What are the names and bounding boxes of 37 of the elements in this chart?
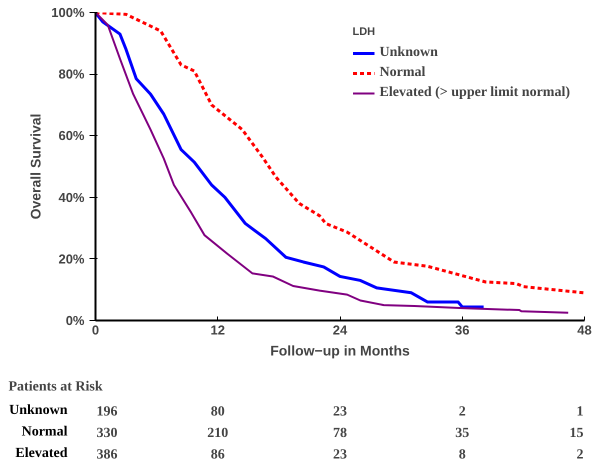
text: 78 (333, 426, 347, 441)
text: 2 (458, 404, 466, 420)
y-tick-label: 60% (58, 128, 85, 144)
text: Elevated (15, 446, 68, 462)
text: Unknown (9, 402, 68, 418)
y-tick-label: 40% (58, 190, 85, 205)
y-tick-label: 100% (51, 5, 85, 20)
text: 35 (455, 426, 470, 441)
text: 8 (458, 448, 466, 463)
text: 23 (333, 448, 347, 463)
x-tick-label: 24 (332, 322, 348, 338)
y-tick-label: 0% (66, 313, 85, 328)
text: 386 (96, 448, 118, 463)
y-axis-title: Overall Survival (27, 114, 44, 220)
legend-label: Unknown (380, 45, 438, 61)
line-series (96, 12, 486, 308)
x-tick-label: 12 (210, 322, 225, 338)
text: 2 (576, 448, 584, 463)
legend-title: LDH (352, 26, 376, 38)
legend-label: Elevated (> upper limit normal) (380, 85, 570, 101)
text: 15 (570, 426, 584, 441)
text: 330 (96, 426, 118, 441)
text: 23 (333, 404, 347, 420)
x-tick-label: 36 (455, 322, 470, 338)
text: 86 (210, 448, 225, 463)
legend-label: Normal (380, 65, 426, 81)
y-tick-label: 80% (58, 66, 85, 82)
text: 1 (576, 404, 584, 420)
text: 80 (210, 404, 225, 420)
x-tick-label: 48 (577, 322, 592, 338)
text: 210 (207, 426, 228, 441)
x-tick-label: 0 (92, 322, 100, 338)
y-tick-label: 20% (58, 251, 85, 266)
text: Normal (22, 424, 68, 440)
x-axis-title: Follow−up in Months (270, 342, 410, 358)
text: 196 (96, 404, 118, 420)
text: Patients at Risk (8, 380, 103, 394)
